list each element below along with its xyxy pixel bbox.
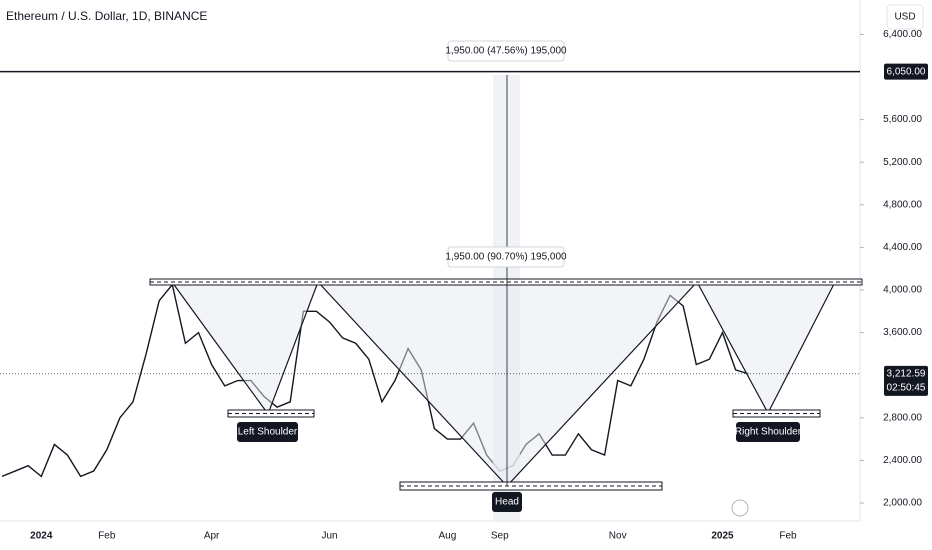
y-tick-label: 4,800.00: [883, 199, 922, 210]
last-price-label: 3,212.59: [887, 369, 926, 380]
pattern-label: Head: [495, 497, 519, 508]
y-tick-label: 2,000.00: [883, 498, 922, 509]
y-tick-label: 2,400.00: [883, 455, 922, 466]
chart-title: Ethereum / U.S. Dollar, 1D, BINANCE: [6, 9, 207, 23]
head-box: [399, 481, 663, 491]
pattern-label: Right Shoulder: [735, 427, 802, 438]
measure-label: 1,950.00 (47.56%) 195,000: [445, 46, 567, 57]
y-tick-label: 6,400.00: [883, 29, 922, 40]
price-line: [1, 283, 749, 478]
y-tick-label: 3,600.00: [883, 327, 922, 338]
measure-label: 1,950.00 (90.70%) 195,000: [445, 252, 567, 263]
label-box: [492, 492, 522, 512]
x-tick-label: 2025: [711, 531, 734, 542]
y-tick-label: 4,000.00: [883, 285, 922, 296]
x-tick-label: Aug: [439, 531, 457, 542]
y-tick-label: 4,400.00: [883, 242, 922, 253]
last-price-tag: [884, 365, 928, 396]
x-tick-label: Feb: [98, 531, 116, 542]
x-tick-label: Nov: [609, 531, 627, 542]
y-tick-label: 2,800.00: [883, 412, 922, 423]
x-tick-label: Jun: [321, 531, 337, 542]
price-tag: [884, 63, 928, 80]
currency-button[interactable]: [886, 4, 924, 30]
y-tick-label: 5,600.00: [883, 114, 922, 125]
x-tick-label: Apr: [204, 531, 220, 542]
x-tick-label: 2024: [30, 531, 53, 542]
currency-label[interactable]: USD: [894, 12, 915, 23]
pattern-fill: [172, 282, 835, 486]
price-tag-label: 6,050.00: [887, 66, 926, 77]
x-tick-label: Feb: [779, 531, 797, 542]
countdown: 02:50:45: [887, 383, 926, 394]
label-box: [736, 422, 800, 442]
pattern-label: Left Shoulder: [238, 427, 298, 438]
compass-icon[interactable]: [731, 499, 749, 517]
label-box: [237, 422, 298, 442]
x-tick-label: Sep: [491, 531, 509, 542]
measure-box: [447, 246, 565, 268]
measure-box: [447, 40, 565, 62]
y-tick-label: 5,200.00: [883, 157, 922, 168]
